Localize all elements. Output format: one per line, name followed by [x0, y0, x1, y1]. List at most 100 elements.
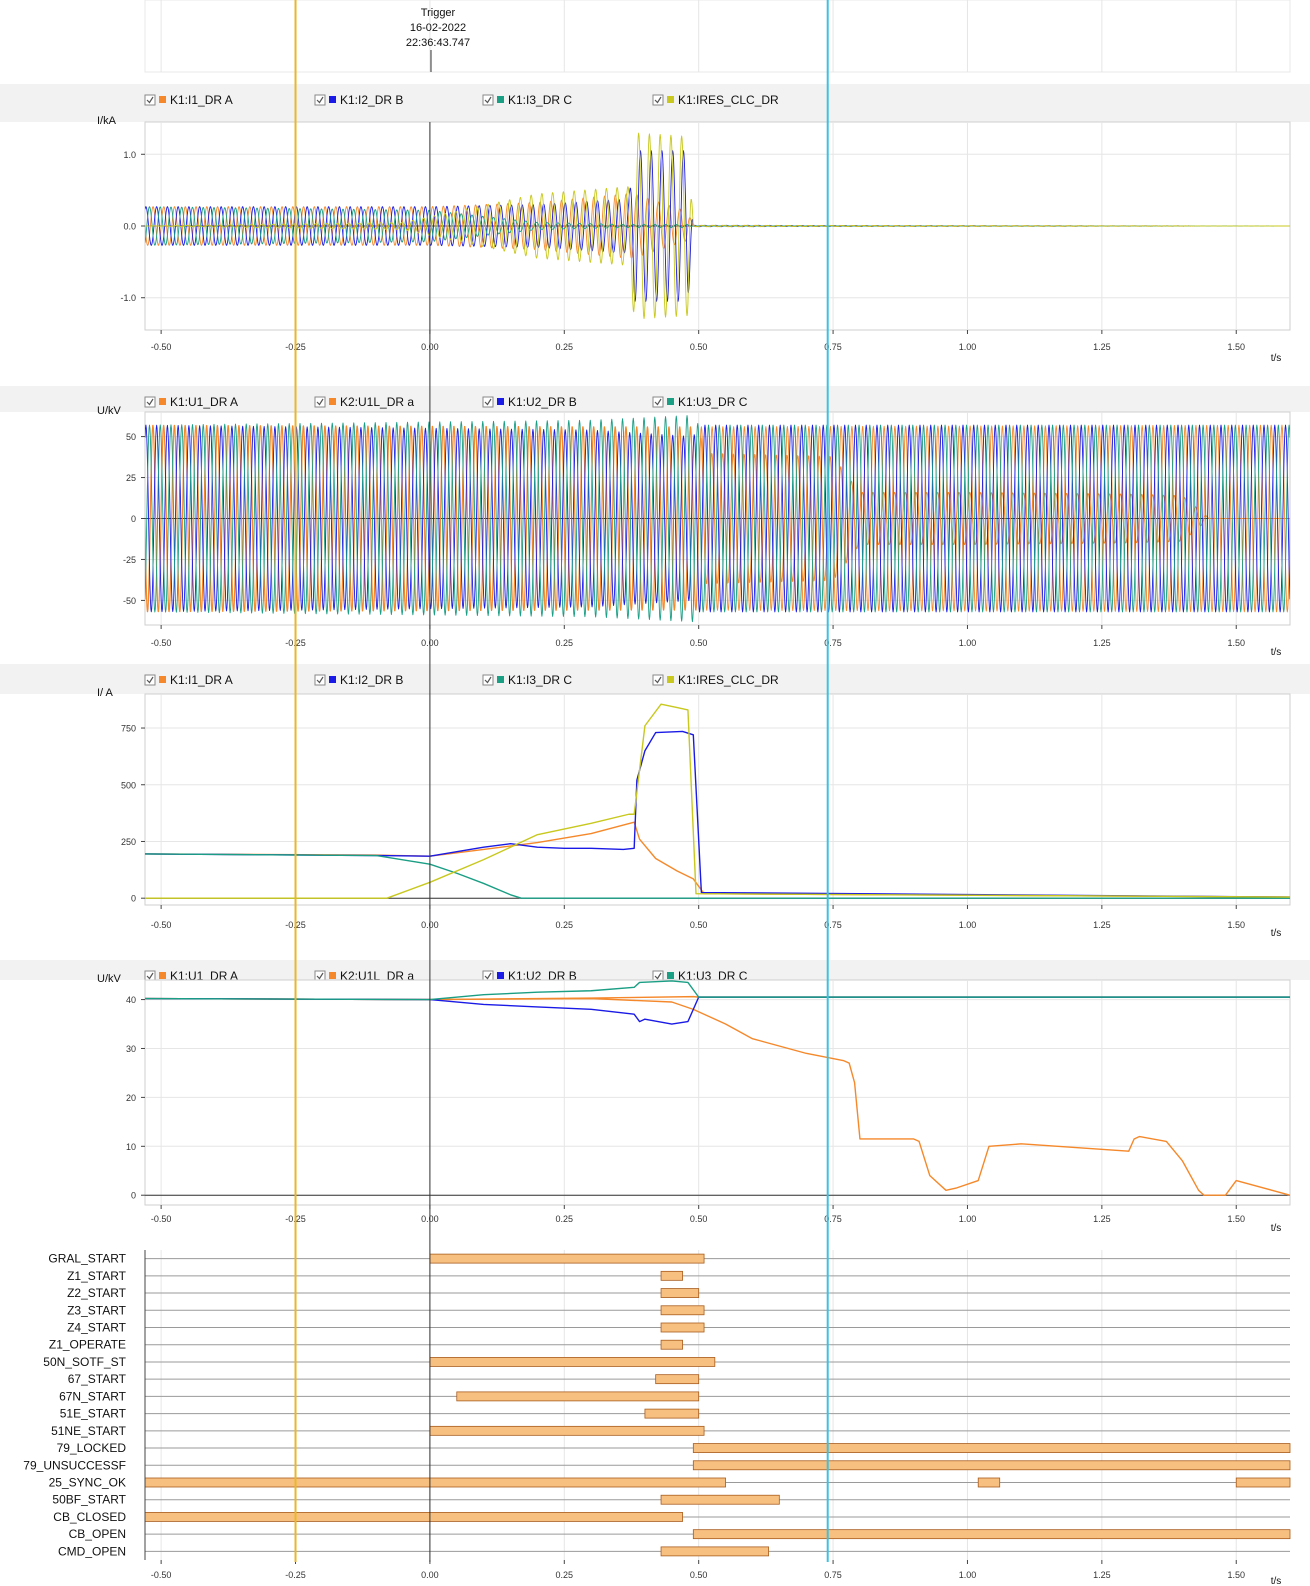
check-icon [484, 398, 492, 406]
legend-item[interactable]: K1:IRES_CLC_DR [652, 673, 779, 687]
signal-label: 25_SYNC_OK [49, 1476, 126, 1490]
legend-checkbox[interactable] [482, 396, 494, 408]
signal-interval-bar [977, 1477, 1001, 1488]
legend-item[interactable]: K1:I1_DR A [144, 673, 233, 687]
signal-interval-bar [429, 1357, 716, 1367]
y-tick-label: 40 [126, 995, 136, 1005]
legend-swatch [497, 96, 504, 103]
y-axis-label: U/kV [97, 405, 122, 417]
legend-checkbox[interactable] [314, 396, 326, 408]
signal-label: 67N_START [59, 1389, 127, 1403]
legend-checkbox[interactable] [314, 94, 326, 106]
legend-label: K1:I2_DR B [340, 93, 403, 107]
legend-item[interactable]: K1:U1_DR A [144, 395, 238, 409]
legend-checkbox[interactable] [144, 674, 156, 686]
x-tick-label: 0.75 [824, 1570, 842, 1580]
legend-item[interactable]: K1:U2_DR B [482, 395, 577, 409]
legend-swatch [497, 398, 504, 405]
legend-item[interactable]: K1:IRES_CLC_DR [652, 93, 779, 107]
signal-label: 67_START [68, 1372, 127, 1386]
x-tick-label: 1.00 [959, 920, 977, 930]
signal-interval-bar [456, 1391, 700, 1402]
legend-item[interactable]: K1:I1_DR A [144, 93, 233, 107]
check-icon [484, 676, 492, 684]
x-tick-label: 0.25 [556, 342, 574, 352]
legend-item[interactable]: K1:I2_DR B [314, 673, 403, 687]
x-tick-label: 1.50 [1227, 920, 1245, 930]
x-tick-label: 1.00 [959, 342, 977, 352]
x-tick-label: 0.50 [690, 638, 708, 648]
y-tick-label: 0 [131, 894, 136, 904]
signal-interval-bar [660, 1288, 700, 1298]
x-tick-label: 0.25 [556, 1214, 574, 1224]
legend-checkbox[interactable] [652, 674, 664, 686]
legend-item[interactable]: K1:U3_DR C [652, 395, 748, 409]
signal-interval-bar [660, 1546, 769, 1557]
series-line [145, 997, 1290, 1196]
legend-swatch [667, 398, 674, 405]
signal-label: 50N_SOTF_ST [43, 1355, 126, 1369]
x-tick-label: 1.25 [1093, 342, 1111, 352]
signal-interval-bar [660, 1494, 780, 1505]
y-axis-label: I/ A [97, 687, 114, 699]
x-tick-label: 0.75 [824, 920, 842, 930]
legend-item[interactable]: K1:I3_DR C [482, 93, 572, 107]
binary-signals-panel: GRAL_START Z1_START Z2_START Z3_START Z4_STA… [23, 1250, 1291, 1586]
signal-label: 79_LOCKED [57, 1441, 127, 1455]
legend-checkbox[interactable] [314, 674, 326, 686]
series-line [145, 703, 1290, 899]
legend-label: K1:I2_DR B [340, 673, 403, 687]
check-icon [654, 676, 662, 684]
series-line [145, 853, 1290, 899]
cursors[interactable] [294, 0, 829, 1562]
legend-swatch [667, 972, 674, 979]
legend-swatch [329, 972, 336, 979]
legend-checkbox[interactable] [652, 94, 664, 106]
signal-label: 51NE_START [51, 1424, 127, 1438]
legend-item[interactable]: K2:U1L_DR a [314, 395, 414, 409]
legend-checkbox[interactable] [144, 396, 156, 408]
signal-label: Z3_START [67, 1303, 127, 1317]
y-tick-label: 50 [126, 432, 136, 442]
x-tick-label: 0.25 [556, 920, 574, 930]
x-tick-label: 0.50 [690, 920, 708, 930]
rms-voltage-chart: 403020100U/kV-0.50-0.250.000.250.500.751… [97, 973, 1291, 1234]
legend-checkbox[interactable] [482, 674, 494, 686]
legend-label: K1:IRES_CLC_DR [678, 93, 779, 107]
legend-checkbox[interactable] [652, 396, 664, 408]
check-icon [484, 96, 492, 104]
trigger-header: Trigger 16-02-2022 22:36:43.747 [144, 0, 1291, 73]
y-tick-label: -1.0 [120, 293, 136, 303]
legend-item[interactable]: K1:I2_DR B [314, 93, 403, 107]
legend-label: K1:I3_DR C [508, 673, 572, 687]
legend-bands: K1:I1_DR A K1:I2_DR B K1:I3_DR C K1:IRES_CL… [0, 84, 1310, 983]
signal-interval-bar [429, 1253, 705, 1264]
series-line [145, 415, 1290, 623]
signal-interval-bar [660, 1339, 683, 1350]
x-axis-label: t/s [1271, 353, 1282, 364]
series-group [145, 980, 1290, 1196]
y-tick-label: 0.0 [123, 222, 136, 232]
x-tick-label: 1.50 [1227, 638, 1245, 648]
series-line [145, 730, 1290, 898]
legend-item[interactable]: K1:I3_DR C [482, 673, 572, 687]
x-tick-label: 1.00 [959, 1570, 977, 1580]
legend-swatch [497, 676, 504, 683]
legend-swatch [329, 398, 336, 405]
series-line [145, 424, 1290, 613]
signal-interval-bar [644, 1408, 700, 1419]
legend-label: K1:U3_DR C [678, 395, 748, 409]
legend-swatch [329, 676, 336, 683]
y-tick-label: 750 [121, 724, 136, 734]
signal-interval-bar [144, 1477, 726, 1488]
y-axis-label: U/kV [97, 973, 122, 985]
rms-voltage-legend-band [0, 960, 1310, 980]
legend-checkbox[interactable] [482, 94, 494, 106]
check-icon [146, 972, 154, 980]
check-icon [146, 96, 154, 104]
check-icon [484, 972, 492, 980]
series-group [145, 132, 1290, 320]
legend-checkbox[interactable] [144, 94, 156, 106]
y-tick-label: 30 [126, 1044, 136, 1054]
legend-swatch [667, 96, 674, 103]
